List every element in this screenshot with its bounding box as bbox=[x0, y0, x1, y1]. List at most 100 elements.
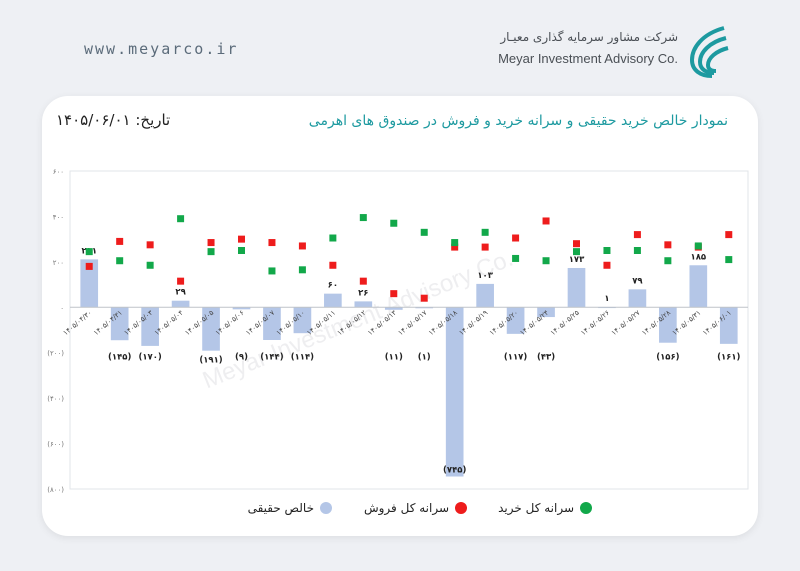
legend-swatch-net bbox=[320, 502, 332, 514]
buy-point bbox=[207, 248, 215, 256]
buy-point bbox=[542, 257, 550, 265]
chart-legend: سرانه کل خرید سرانه کل فروش خالص حقیقی bbox=[212, 501, 592, 521]
sell-point bbox=[725, 231, 733, 239]
net-bar bbox=[80, 259, 99, 308]
net-bar bbox=[689, 265, 708, 308]
brand-name-fa: شرکت مشاور سرمایه گذاری معیـار bbox=[500, 30, 678, 44]
buy-point bbox=[329, 234, 337, 242]
y-tick-label: (۲۰۰) bbox=[47, 350, 64, 358]
legend-item-net: خالص حقیقی bbox=[248, 501, 332, 515]
sell-point bbox=[573, 240, 580, 248]
buy-point bbox=[359, 214, 367, 222]
x-tick-label: ۱۴۰۵/۰۵/۱۲ bbox=[336, 309, 368, 338]
buy-point bbox=[512, 254, 520, 262]
y-tick-label: ۰ bbox=[60, 304, 64, 312]
legend-label-net: خالص حقیقی bbox=[247, 501, 314, 515]
brand-name-en: Meyar Investment Advisory Co. bbox=[498, 51, 678, 66]
net-bar bbox=[628, 289, 647, 308]
buy-point bbox=[573, 248, 580, 256]
sell-point bbox=[268, 239, 276, 247]
legend-label-buy: سرانه کل خرید bbox=[498, 501, 574, 515]
buy-point bbox=[85, 248, 93, 256]
net-value-label: (۱۴۴) bbox=[260, 352, 283, 362]
sell-point bbox=[542, 217, 550, 225]
net-value-label: (۹) bbox=[235, 352, 248, 362]
plot-area bbox=[69, 170, 749, 490]
net-value-label: ۱ bbox=[604, 294, 609, 304]
buy-point bbox=[116, 257, 124, 265]
net-value-label: (۱۱) bbox=[385, 352, 403, 362]
sell-point bbox=[85, 262, 93, 270]
net-value-label: (۷۴۵) bbox=[443, 466, 466, 476]
net-bar bbox=[506, 307, 525, 334]
sell-point bbox=[451, 243, 459, 251]
y-tick-label: ۲۰۰ bbox=[53, 259, 64, 267]
sell-point bbox=[633, 231, 641, 239]
net-bar bbox=[659, 307, 677, 343]
net-value-label: ۱۰۳ bbox=[477, 271, 493, 281]
sell-point bbox=[481, 243, 489, 251]
net-value-label: ۲۶ bbox=[358, 288, 368, 298]
y-tick-label: (۴۰۰) bbox=[47, 395, 64, 403]
meyar-logo-icon bbox=[689, 26, 729, 78]
y-tick-label: (۶۰۰) bbox=[47, 441, 64, 449]
y-tick-label: ۶۰۰ bbox=[53, 168, 64, 176]
legend-item-sell: سرانه کل فروش bbox=[364, 501, 467, 515]
sell-point bbox=[146, 241, 154, 249]
net-value-label: ۷۹ bbox=[632, 276, 643, 286]
x-tick-label: ۱۴۰۵/۰۵/۱۳ bbox=[366, 309, 398, 338]
buy-point bbox=[177, 215, 185, 223]
net-value-label: (۱۹۱) bbox=[199, 356, 222, 366]
net-value-label: (۱۵۶) bbox=[656, 352, 679, 362]
legend-swatch-sell bbox=[455, 502, 467, 514]
buy-point bbox=[238, 247, 245, 254]
site-url[interactable]: www.meyarco.ir bbox=[84, 40, 239, 58]
chart-title: نمودار خالص خرید حقیقی و سرانه خرید و فر… bbox=[308, 113, 728, 129]
net-value-label: (۱۴۵) bbox=[108, 352, 131, 362]
buy-point bbox=[390, 219, 398, 227]
sell-point bbox=[298, 242, 306, 250]
net-bar bbox=[537, 307, 555, 318]
net-bar bbox=[171, 300, 190, 308]
sell-point bbox=[238, 235, 245, 243]
y-tick-label: (۸۰۰) bbox=[47, 486, 64, 494]
buy-point bbox=[268, 267, 276, 275]
buy-point bbox=[603, 247, 611, 254]
net-bar bbox=[354, 301, 373, 308]
net-value-label: (۴۳) bbox=[537, 352, 555, 362]
sell-point bbox=[207, 239, 215, 247]
net-bar bbox=[567, 267, 586, 308]
net-bar bbox=[445, 307, 464, 477]
sell-point bbox=[116, 237, 124, 245]
net-value-label: (۱) bbox=[418, 352, 431, 362]
net-value-label: ۶۰ bbox=[328, 281, 338, 291]
sell-point bbox=[512, 234, 520, 242]
buy-point bbox=[451, 239, 459, 247]
chart-card: نمودار خالص خرید حقیقی و سرانه خرید و فر… bbox=[42, 96, 758, 536]
legend-item-buy: سرانه کل خرید bbox=[498, 501, 592, 515]
net-bar bbox=[384, 307, 403, 310]
sell-point bbox=[420, 294, 428, 302]
legend-label-sell: سرانه کل فروش bbox=[363, 501, 449, 515]
buy-point bbox=[694, 242, 702, 250]
net-bar bbox=[476, 283, 494, 308]
net-bar bbox=[202, 307, 220, 351]
x-tick-label: ۱۴۰۵/۰۵/۲۷ bbox=[610, 309, 642, 338]
buy-point bbox=[633, 247, 641, 254]
net-bar bbox=[263, 307, 281, 340]
net-bar bbox=[293, 307, 312, 334]
sell-point bbox=[329, 261, 337, 269]
buy-point bbox=[725, 256, 733, 264]
net-value-label: ۱۸۵ bbox=[691, 252, 707, 262]
y-tick-label: ۴۰۰ bbox=[53, 213, 64, 221]
net-bar bbox=[719, 307, 738, 344]
buy-point bbox=[420, 228, 428, 236]
buy-point bbox=[298, 266, 306, 274]
sell-point bbox=[603, 261, 611, 269]
sell-point bbox=[177, 277, 185, 285]
report-date: تاریخ: ۱۴۰۵/۰۶/۰۱ bbox=[56, 111, 171, 129]
x-tick-label: ۱۴۰۵/۰۵/۲۶ bbox=[579, 309, 611, 338]
net-bar bbox=[110, 307, 129, 341]
sell-point bbox=[390, 290, 398, 298]
legend-swatch-buy bbox=[580, 502, 592, 514]
